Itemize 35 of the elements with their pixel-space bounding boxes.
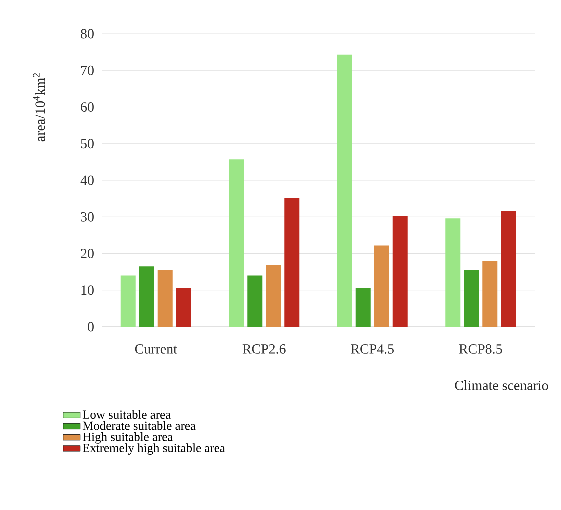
x-axis-title: Climate scenario	[455, 380, 548, 390]
y-tick-label: 10	[82, 286, 94, 296]
y-tick-label: 80	[81, 29, 94, 39]
legend-label: Extremely high suitable area	[82, 444, 226, 455]
x-tick-label: RCP4.5	[351, 344, 394, 354]
y-tick-label: 20	[81, 249, 94, 258]
bar	[158, 270, 173, 327]
bar	[229, 160, 244, 327]
bar	[248, 276, 263, 327]
bar	[482, 261, 498, 327]
bar	[356, 288, 371, 327]
legend-label: High suitable area	[82, 432, 174, 444]
bar	[120, 276, 136, 327]
bar	[337, 54, 352, 327]
x-tick-label: RCP2.6	[242, 344, 286, 354]
x-tick-label: Current	[135, 344, 178, 354]
y-tick-label: 0	[88, 322, 94, 332]
bar	[284, 198, 300, 327]
y-tick-label: 60	[81, 102, 94, 112]
bar	[374, 246, 390, 327]
y-axis-title: area/10$^{4}$km$^{2}$	[33, 73, 46, 142]
bar	[176, 288, 192, 327]
x-tick-label: RCP8.5	[459, 344, 502, 354]
bar	[464, 270, 480, 327]
y-tick-label: 30	[81, 212, 94, 222]
bar	[501, 211, 516, 327]
legend-label: Low suitable area	[82, 410, 171, 420]
bar	[392, 216, 408, 327]
bar	[266, 265, 282, 327]
y-tick-label: 50	[81, 139, 94, 149]
y-tick-label: 70	[81, 66, 94, 76]
y-tick-label: 40	[80, 176, 94, 186]
bar	[446, 218, 461, 327]
bar	[139, 266, 154, 327]
legend-label: Moderate suitable area	[82, 421, 196, 430]
